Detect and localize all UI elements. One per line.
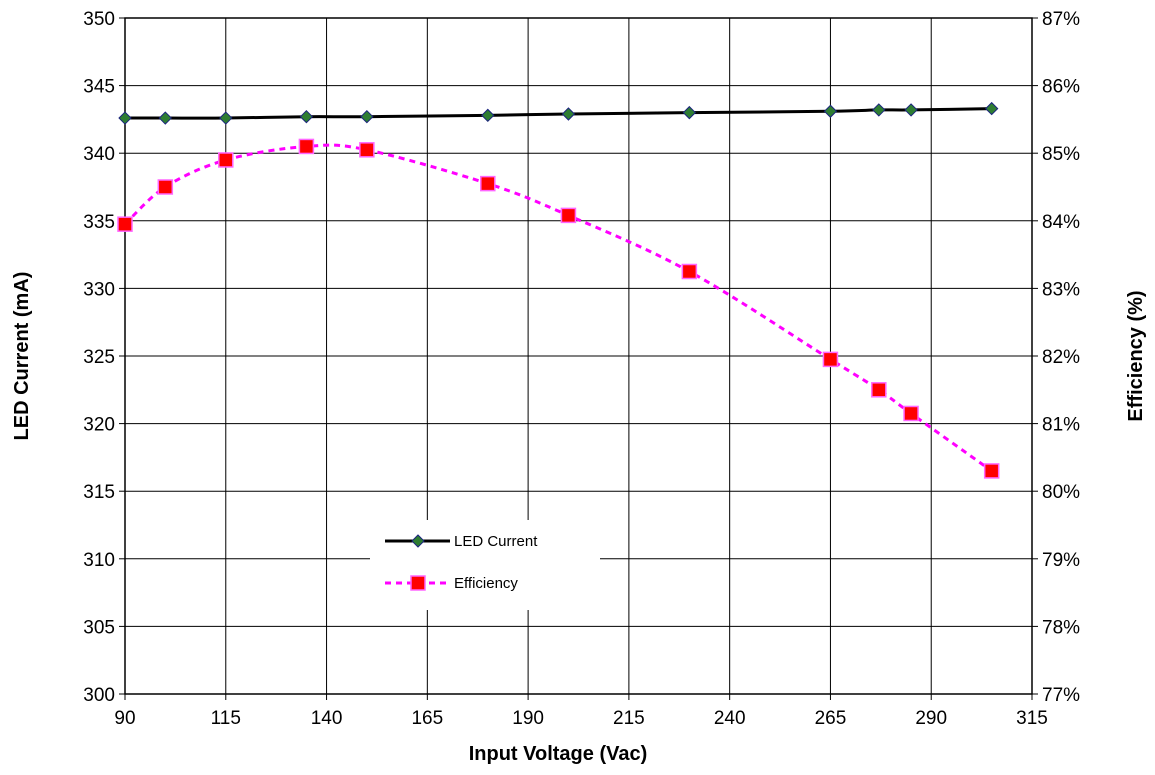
led-current-point [299,109,314,124]
led-current-point [118,111,132,125]
efficiency-point [157,179,174,195]
axis-ticks: 90 115 140 165 190 215 240 265 290 315 300 305 310 31… [83,9,1080,729]
led-current-point [682,105,697,120]
y2-tick-label: 87% [1042,9,1080,30]
y2-tick-label: 83% [1042,279,1080,300]
y2-tick-label: 79% [1042,550,1080,571]
x-tick-label: 240 [714,708,746,729]
y-tick-label: 345 [83,77,115,98]
efficiency-point [903,405,919,422]
y-tick-label: 350 [83,9,115,30]
y2-tick-label: 80% [1042,482,1080,503]
x-tick-label: 315 [1016,708,1048,729]
y2-tick-label: 85% [1042,144,1080,165]
x-tick-label: 290 [915,708,947,729]
x-tick-label: 115 [211,708,241,729]
led-current-point [984,101,999,116]
legend-efficiency-label: Efficiency [454,575,518,592]
y2-tick-label: 86% [1042,77,1080,98]
led-current-point [823,104,838,118]
efficiency-point [560,207,577,224]
led-current-point [561,107,576,121]
y-tick-label: 310 [83,550,115,571]
efficiency-point [983,463,1000,479]
legend-led-current-marker [411,534,425,548]
x-tick-label: 265 [815,708,847,729]
y-tick-label: 320 [83,415,115,436]
x-tick-label: 165 [411,708,443,729]
efficiency-point [117,216,133,232]
legend-efficiency-marker [410,575,426,591]
y2-tick-label: 84% [1042,212,1080,233]
efficiency-point [822,351,839,368]
efficiency-point [359,142,375,158]
series-layer [117,101,1000,479]
led-current-point [219,111,233,125]
y2-tick-label: 82% [1042,347,1080,368]
efficiency-point [681,263,698,280]
led-current-point [481,108,495,123]
y-tick-label: 305 [83,617,115,638]
y-tick-label: 335 [83,212,115,233]
led-current-point [360,109,374,124]
y-tick-label: 325 [83,347,115,368]
efficiency-point [480,175,496,192]
y-tick-label: 340 [83,144,115,165]
y-axis-title: LED Current (mA) [11,272,33,441]
x-tick-label: 215 [613,708,645,729]
y-tick-label: 330 [83,279,115,300]
legend: LED Current Efficiency [370,520,600,610]
y-tick-label: 315 [83,482,115,503]
efficiency-point [871,382,887,398]
legend-led-current-label: LED Current [454,533,538,550]
y2-tick-label: 81% [1042,415,1080,436]
y-tick-label: 300 [83,685,115,706]
x-tick-label: 140 [311,708,343,729]
legend-box [370,520,600,610]
efficiency-point [218,152,234,168]
x-tick-label: 90 [114,708,135,729]
led-current-point [158,111,173,125]
led-current-point [904,103,918,117]
efficiency-point [298,138,315,155]
y2-tick-label: 77% [1042,685,1080,706]
y2-axis-title: Efficiency (%) [1125,290,1147,421]
x-tick-label: 190 [512,708,544,729]
x-axis-title: Input Voltage (Vac) [469,743,648,765]
y2-tick-label: 78% [1042,617,1080,638]
led-current-point [872,103,886,117]
